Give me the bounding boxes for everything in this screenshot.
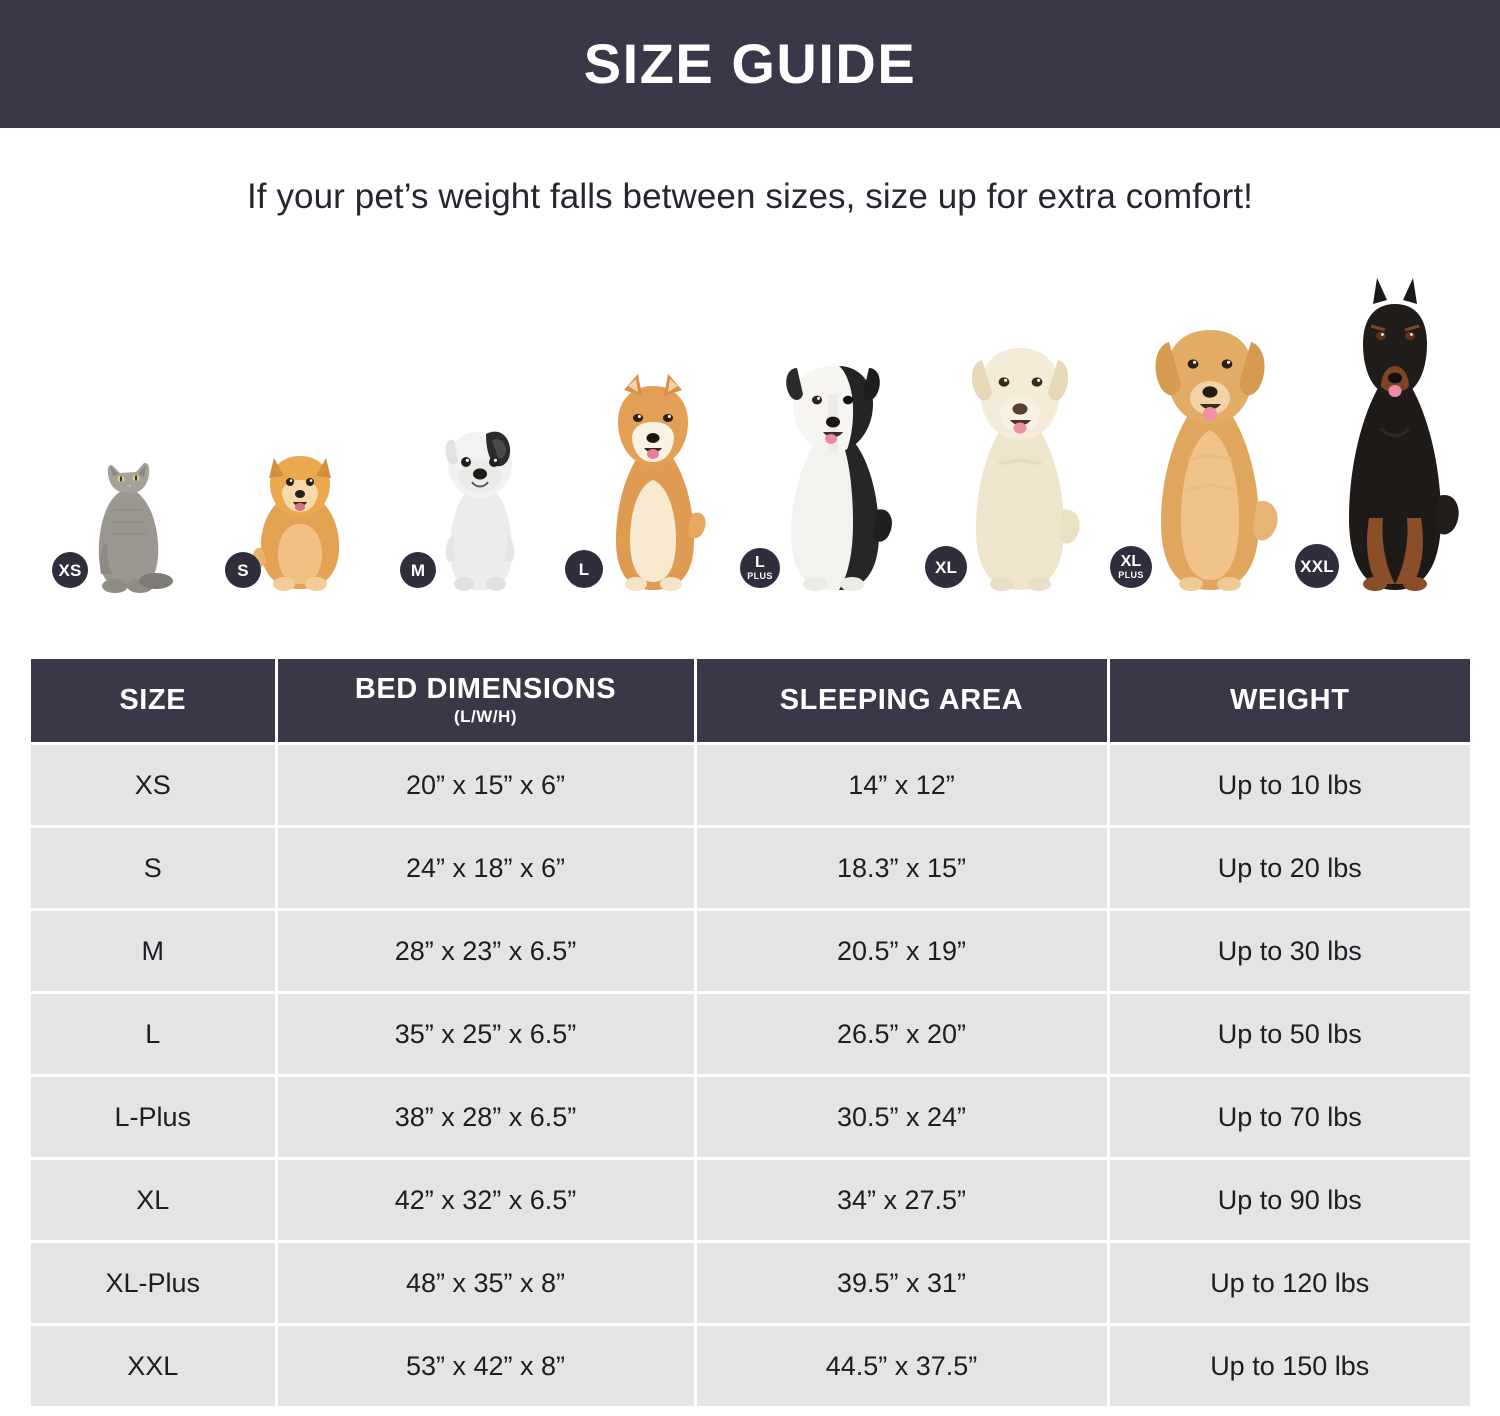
animal-slot-l: L	[565, 351, 740, 596]
table-row: L 35” x 25” x 6.5” 26.5” x 20” Up to 50 …	[31, 992, 1470, 1077]
size-badge-l: L	[565, 550, 603, 588]
animal-slot-m: M	[400, 401, 560, 596]
cell-size: XS	[31, 743, 278, 828]
column-header-label: BED DIMENSIONS	[354, 673, 617, 706]
cell-weight: Up to 70 lbs	[1108, 1075, 1470, 1160]
size-badge-l-plus: L PLUS	[740, 548, 780, 588]
column-header-size: SIZE	[31, 659, 278, 745]
size-badge-sublabel: PLUS	[747, 571, 773, 581]
size-badge-xxl: XXL	[1295, 544, 1339, 588]
cell-size: L	[31, 992, 278, 1077]
subtitle-text: If your pet’s weight falls between sizes…	[246, 177, 1254, 216]
french-bulldog-icon	[445, 431, 515, 591]
animal-lineup: XS S	[0, 266, 1500, 596]
cell-size: XL	[31, 1158, 278, 1243]
animal-slot-l-plus: L PLUS	[740, 331, 925, 596]
cell-weight: Up to 50 lbs	[1108, 992, 1470, 1077]
shiba-inu-icon	[615, 374, 706, 591]
table-row: M 28” x 23” x 6.5” 20.5” x 19” Up to 30 …	[31, 909, 1470, 994]
cell-size: S	[31, 826, 278, 911]
cell-dimensions: 24” x 18” x 6”	[276, 826, 697, 911]
size-badge-xs: XS	[52, 552, 88, 588]
table-row: S 24” x 18” x 6” 18.3” x 15” Up to 20 lb…	[31, 826, 1470, 911]
cell-dimensions: 48” x 35” x 8”	[276, 1241, 697, 1326]
table-header: SIZE BED DIMENSIONS (L/W/H) SLEEPING ARE…	[31, 659, 1470, 745]
labrador-icon	[971, 348, 1080, 591]
animal-slot-xl: XL	[925, 311, 1115, 596]
header-bar: SIZE GUIDE	[0, 0, 1500, 128]
doberman-icon	[1349, 278, 1459, 591]
cell-size: L-Plus	[31, 1075, 278, 1160]
cell-sleeping-area: 39.5” x 31”	[695, 1241, 1110, 1326]
cell-weight: Up to 20 lbs	[1108, 826, 1470, 911]
column-header-sublabel: (L/W/H)	[454, 706, 517, 726]
table-row: XL-Plus 48” x 35” x 8” 39.5” x 31” Up to…	[31, 1241, 1470, 1326]
border-collie-icon	[785, 366, 892, 591]
size-badge-label: XS	[58, 560, 82, 580]
cell-dimensions: 42” x 32” x 6.5”	[276, 1158, 697, 1243]
cell-sleeping-area: 20.5” x 19”	[695, 909, 1110, 994]
column-header-bed-dimensions: BED DIMENSIONS (L/W/H)	[276, 659, 697, 745]
gray-cat-icon	[98, 462, 173, 593]
cell-dimensions: 38” x 28” x 6.5”	[276, 1075, 697, 1160]
cell-sleeping-area: 44.5” x 37.5”	[695, 1324, 1110, 1406]
table-body: XS 20” x 15” x 6” 14” x 12” Up to 10 lbs…	[31, 743, 1470, 1406]
column-header-label: SLEEPING AREA	[779, 684, 1024, 717]
size-badge-label: XL	[1120, 553, 1142, 570]
table-row: L-Plus 38” x 28” x 6.5” 30.5” x 24” Up t…	[31, 1075, 1470, 1160]
size-badge-label: M	[410, 560, 426, 580]
cell-size: XXL	[31, 1324, 278, 1406]
animal-slot-xxl: XXL	[1295, 276, 1495, 596]
column-header-sleeping-area: SLEEPING AREA	[695, 659, 1110, 745]
cell-weight: Up to 10 lbs	[1108, 743, 1470, 828]
table-row: XXL 53” x 42” x 8” 44.5” x 37.5” Up to 1…	[31, 1324, 1470, 1406]
cell-weight: Up to 90 lbs	[1108, 1158, 1470, 1243]
cell-sleeping-area: 18.3” x 15”	[695, 826, 1110, 911]
size-badge-label: S	[237, 560, 249, 580]
size-table-container: SIZE BED DIMENSIONS (L/W/H) SLEEPING ARE…	[31, 659, 1470, 1406]
pomeranian-icon	[253, 456, 340, 591]
cell-sleeping-area: 14” x 12”	[695, 743, 1110, 828]
cell-weight: Up to 30 lbs	[1108, 909, 1470, 994]
size-badge-label: XXL	[1300, 556, 1334, 576]
page-title: SIZE GUIDE	[583, 32, 917, 95]
table-row: XS 20” x 15” x 6” 14” x 12” Up to 10 lbs	[31, 743, 1470, 828]
size-badge-xl: XL	[925, 546, 967, 588]
cell-sleeping-area: 34” x 27.5”	[695, 1158, 1110, 1243]
cell-sleeping-area: 26.5” x 20”	[695, 992, 1110, 1077]
animal-slot-xl-plus: XL PLUS	[1110, 296, 1310, 596]
column-header-label: WEIGHT	[1229, 684, 1350, 717]
cell-weight: Up to 120 lbs	[1108, 1241, 1470, 1326]
size-badge-sublabel: PLUS	[1118, 570, 1144, 580]
golden-retriever-icon	[1155, 330, 1278, 591]
animal-slot-xs: XS	[52, 446, 202, 596]
cell-weight: Up to 150 lbs	[1108, 1324, 1470, 1406]
table-header-row: SIZE BED DIMENSIONS (L/W/H) SLEEPING ARE…	[31, 659, 1470, 745]
cell-sleeping-area: 30.5” x 24”	[695, 1075, 1110, 1160]
cell-size: M	[31, 909, 278, 994]
cell-size: XL-Plus	[31, 1241, 278, 1326]
column-header-label: SIZE	[119, 684, 187, 717]
column-header-weight: WEIGHT	[1108, 659, 1470, 745]
size-badge-label: L	[578, 559, 590, 579]
size-badge-xl-plus: XL PLUS	[1110, 546, 1152, 588]
size-badge-label: L	[755, 554, 765, 571]
size-badge-label: XL	[934, 557, 958, 577]
cell-dimensions: 53” x 42” x 8”	[276, 1324, 697, 1406]
size-badge-m: M	[400, 552, 436, 588]
animal-slot-s: S	[225, 431, 375, 596]
cell-dimensions: 35” x 25” x 6.5”	[276, 992, 697, 1077]
cell-dimensions: 20” x 15” x 6”	[276, 743, 697, 828]
cell-dimensions: 28” x 23” x 6.5”	[276, 909, 697, 994]
size-badge-s: S	[225, 552, 261, 588]
table-row: XL 42” x 32” x 6.5” 34” x 27.5” Up to 90…	[31, 1158, 1470, 1243]
subtitle-section: If your pet’s weight falls between sizes…	[0, 128, 1500, 266]
size-guide-table: SIZE BED DIMENSIONS (L/W/H) SLEEPING ARE…	[31, 659, 1470, 1406]
